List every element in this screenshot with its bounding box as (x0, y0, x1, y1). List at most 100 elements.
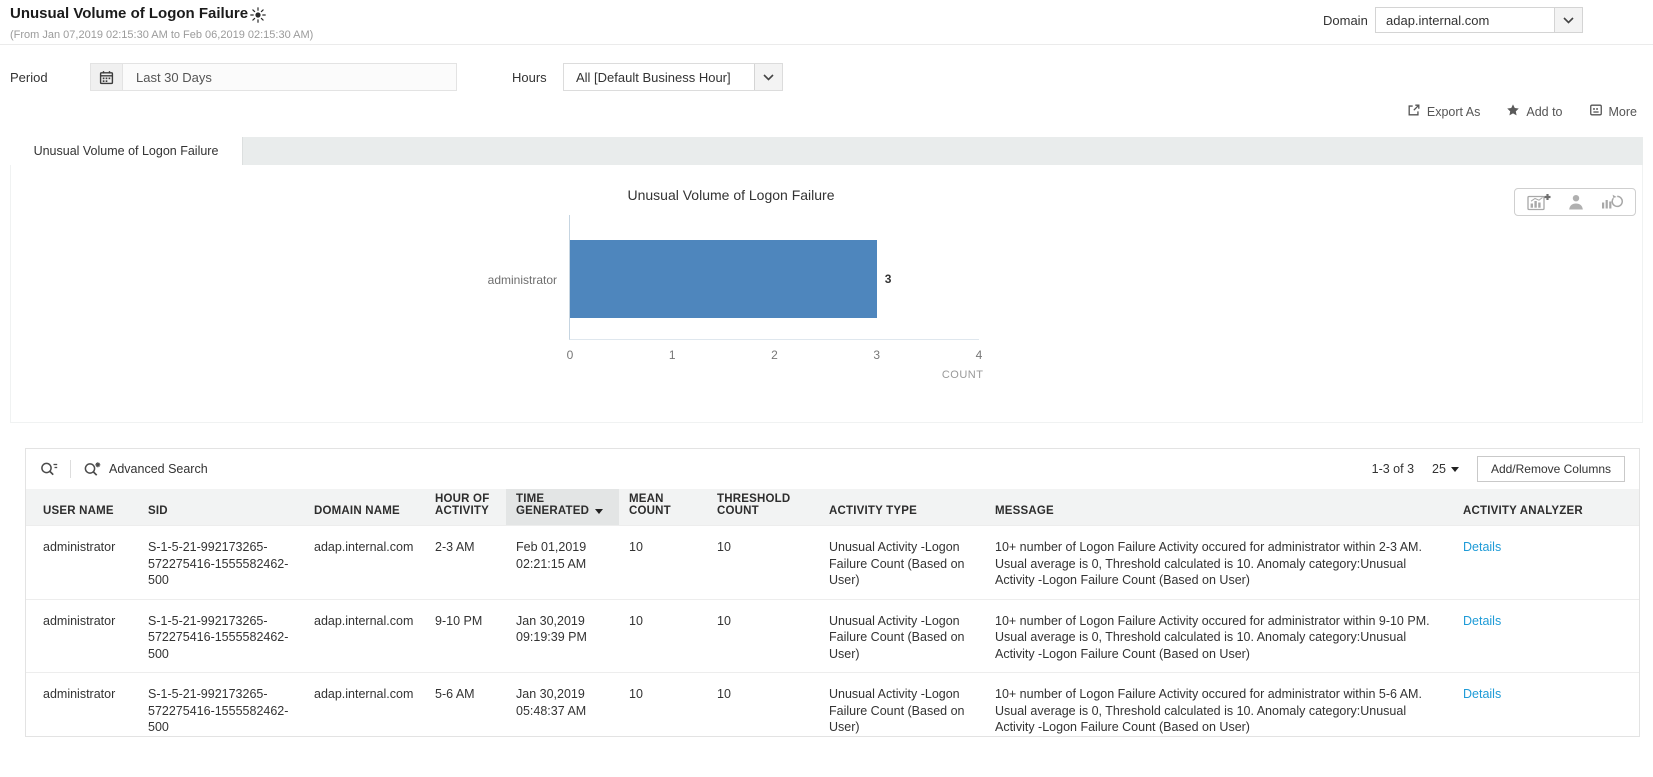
x-axis-label: COUNT (941, 369, 984, 381)
add-remove-columns-button[interactable]: Add/Remove Columns (1476, 456, 1625, 482)
y-category-label: administrator (487, 273, 557, 287)
cell-activity-analyzer: Details (1453, 672, 1639, 746)
hours-value: All [Default Business Hour] (576, 70, 731, 85)
x-tick-label: 4 (975, 348, 983, 362)
table-row: administrator S-1-5-21-992173265-5722754… (26, 525, 1639, 599)
cell-domain-name: adap.internal.com (304, 672, 425, 746)
tab-unusual-volume-of-logon-failure[interactable]: Unusual Volume of Logon Failure (10, 137, 243, 165)
toolbar-divider (70, 460, 71, 478)
col-time-generated[interactable]: TIME GENERATED (506, 489, 619, 526)
bar-administrator[interactable] (570, 240, 877, 318)
chart-toolbar (1514, 188, 1636, 216)
cell-sid: S-1-5-21-992173265-572275416-1555582462-… (138, 672, 304, 746)
cell-domain-name: adap.internal.com (304, 598, 425, 673)
chart-title: Unusual Volume of Logon Failure (627, 187, 835, 203)
export-as-label: Export As (1426, 104, 1481, 119)
report-period-subtitle: (From Jan 07,2019 02:15:30 AM to Feb 06,… (10, 29, 314, 41)
cell-threshold-count: 10 (707, 598, 819, 673)
cell-message: 10+ number of Logon Failure Activity occ… (985, 598, 1453, 673)
chevron-down-icon (1450, 466, 1459, 472)
page-size-select[interactable]: 25 (1432, 462, 1459, 476)
table-body: administrator S-1-5-21-992173265-5722754… (26, 525, 1639, 746)
col-message[interactable]: MESSAGE (985, 489, 1453, 526)
cell-activity-type: Unusual Activity -Logon Failure Count (B… (819, 598, 985, 673)
add-to-button[interactable]: Add to (1506, 103, 1563, 120)
calendar-icon (91, 64, 123, 90)
page-title: Unusual Volume of Logon Failure (10, 5, 249, 22)
cell-message: 10+ number of Logon Failure Activity occ… (985, 672, 1453, 746)
cell-message: 10+ number of Logon Failure Activity occ… (985, 525, 1453, 599)
tab-bar: Unusual Volume of Logon Failure (10, 137, 1643, 165)
bar-chart-plot: administrator 3 0 1 2 3 4 COUNT (488, 215, 983, 381)
more-icon (1589, 103, 1603, 120)
cell-mean-count: 10 (619, 525, 707, 599)
results-table: USER NAME SID DOMAIN NAME HOUR OF ACTIVI… (26, 489, 1639, 746)
export-icon (1407, 103, 1421, 120)
details-link[interactable]: Details (1463, 613, 1502, 628)
cell-sid: S-1-5-21-992173265-572275416-1555582462-… (138, 525, 304, 599)
cell-domain-name: adap.internal.com (304, 525, 425, 599)
x-tick-label: 1 (668, 348, 676, 362)
table-toolbar-right: 1-3 of 3 25 Add/Remove Columns (1372, 456, 1625, 482)
period-picker[interactable]: Last 30 Days (90, 63, 457, 91)
advanced-search-icon[interactable] (83, 461, 101, 477)
user-chart-icon[interactable] (1567, 193, 1585, 211)
table-row: administrator S-1-5-21-992173265-5722754… (26, 598, 1639, 673)
cell-hour-of-activity: 5-6 AM (425, 672, 506, 746)
cell-user-name: administrator (26, 598, 138, 673)
bar-value-label: 3 (884, 272, 892, 286)
table-toolbar: Advanced Search 1-3 of 3 25 Add/Remove C… (26, 449, 1639, 489)
col-activity-type[interactable]: ACTIVITY TYPE (819, 489, 985, 526)
chart-panel: Unusual Volume of Logon Failure (10, 165, 1643, 423)
col-mean-count[interactable]: MEAN COUNT (619, 489, 707, 526)
col-hour-of-activity[interactable]: HOUR OF ACTIVITY (425, 489, 506, 526)
details-link[interactable]: Details (1463, 540, 1502, 554)
col-user-name[interactable]: USER NAME (26, 489, 138, 526)
cell-activity-analyzer: Details (1453, 598, 1639, 673)
period-value: Last 30 Days (136, 70, 212, 85)
period-label: Period (10, 70, 48, 85)
chevron-down-icon (754, 64, 782, 90)
chart-refresh-icon[interactable] (1601, 193, 1623, 211)
x-tick-label: 3 (873, 348, 881, 362)
cell-time-generated: Feb 01,2019 02:21:15 AM (506, 525, 619, 599)
chevron-down-icon (1554, 8, 1582, 32)
cell-mean-count: 10 (619, 672, 707, 746)
advanced-search-label[interactable]: Advanced Search (109, 462, 208, 476)
hours-select[interactable]: All [Default Business Hour] (563, 63, 783, 91)
x-ticks: 0 1 2 3 4 (566, 339, 983, 362)
domain-label: Domain (1323, 13, 1368, 28)
search-filter-icon[interactable] (40, 461, 58, 477)
sort-desc-icon (595, 509, 604, 514)
export-as-button[interactable]: Export As (1407, 103, 1481, 120)
cell-activity-type: Unusual Activity -Logon Failure Count (B… (819, 525, 985, 599)
add-to-label: Add to (1526, 104, 1563, 119)
cell-time-generated: Jan 30,2019 05:48:37 AM (506, 672, 619, 746)
sun-icon (250, 7, 266, 23)
cell-hour-of-activity: 9-10 PM (425, 598, 506, 673)
cell-threshold-count: 10 (707, 525, 819, 599)
col-activity-analyzer[interactable]: ACTIVITY ANALYZER (1453, 489, 1639, 526)
x-tick-label: 0 (566, 348, 574, 362)
domain-select[interactable]: adap.internal.com (1375, 7, 1583, 33)
header-divider (0, 44, 1653, 45)
table-row: administrator S-1-5-21-992173265-5722754… (26, 672, 1639, 746)
cell-threshold-count: 10 (707, 672, 819, 746)
tab-label: Unusual Volume of Logon Failure (33, 144, 219, 158)
col-threshold-count[interactable]: THRESHOLD COUNT (707, 489, 819, 526)
col-time-generated-label: TIME GENERATED (516, 493, 590, 517)
col-sid[interactable]: SID (138, 489, 304, 526)
x-tick-label: 2 (771, 348, 778, 362)
domain-value: adap.internal.com (1386, 13, 1490, 28)
col-domain-name[interactable]: DOMAIN NAME (304, 489, 425, 526)
cell-hour-of-activity: 2-3 AM (425, 525, 506, 599)
table-header-row: USER NAME SID DOMAIN NAME HOUR OF ACTIVI… (26, 489, 1639, 526)
pagination-status: 1-3 of 3 (1371, 462, 1415, 476)
cell-user-name: administrator (26, 672, 138, 746)
cell-mean-count: 10 (619, 598, 707, 673)
details-link[interactable]: Details (1463, 687, 1502, 701)
page-size-value: 25 (1432, 462, 1446, 476)
chart-add-icon[interactable] (1527, 193, 1551, 211)
more-button[interactable]: More (1589, 103, 1637, 120)
